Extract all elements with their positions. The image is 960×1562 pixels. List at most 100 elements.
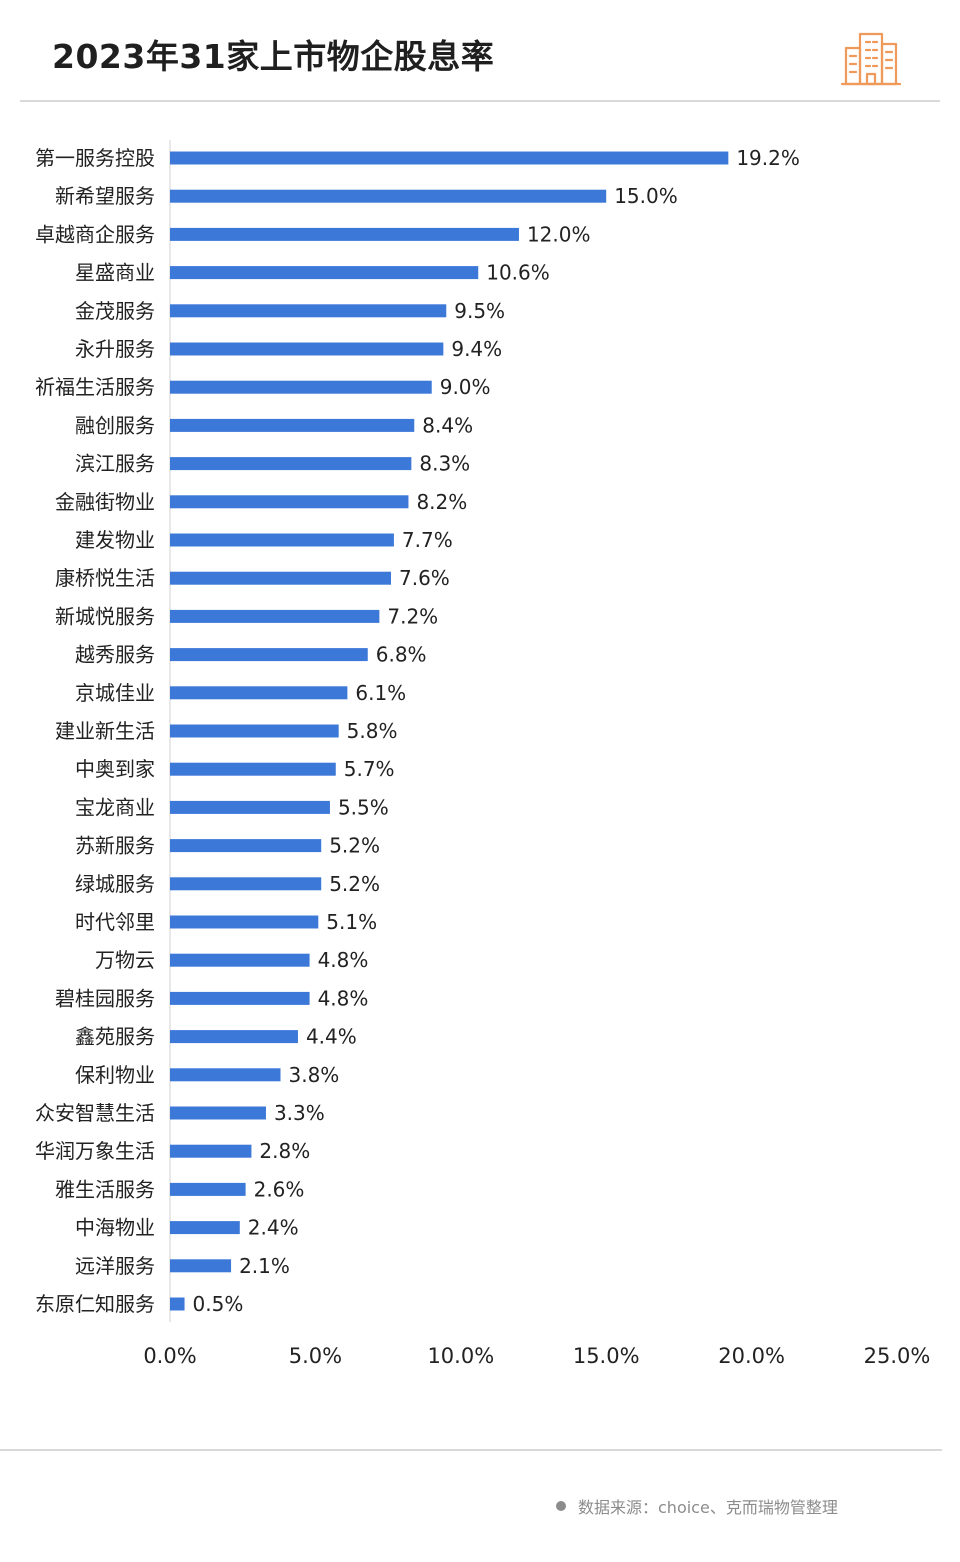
data-label: 6.1%	[355, 681, 406, 705]
bar	[170, 609, 380, 623]
data-label: 6.8%	[376, 643, 427, 667]
category-label: 绿城服务	[75, 872, 155, 896]
bar	[170, 189, 607, 203]
bar	[170, 1297, 185, 1311]
bar	[170, 1144, 252, 1158]
bar	[170, 457, 412, 471]
bar	[170, 686, 348, 700]
bar	[170, 800, 330, 814]
data-label: 2.4%	[248, 1216, 299, 1240]
data-label: 8.3%	[419, 452, 470, 476]
data-label: 10.6%	[486, 261, 550, 285]
bar	[170, 1030, 298, 1044]
data-label: 4.8%	[318, 986, 369, 1010]
category-label: 金融街物业	[55, 490, 155, 514]
bar	[170, 266, 479, 280]
x-tick-label: 25.0%	[864, 1344, 931, 1368]
category-label: 碧桂园服务	[55, 986, 155, 1010]
data-label: 7.2%	[387, 604, 438, 628]
data-label: 2.6%	[254, 1177, 305, 1201]
category-label: 时代邻里	[75, 910, 155, 934]
bar	[170, 418, 415, 432]
data-label: 19.2%	[736, 146, 800, 170]
bar	[170, 877, 322, 891]
category-label: 第一服务控股	[35, 146, 155, 170]
x-tick-label: 0.0%	[143, 1344, 196, 1368]
footer-divider	[0, 1449, 942, 1451]
page-title: 2023年31家上市物企股息率	[52, 37, 495, 76]
bar	[170, 533, 394, 547]
category-label: 滨江服务	[75, 452, 155, 476]
bar	[170, 342, 444, 356]
category-label: 鑫苑服务	[75, 1025, 155, 1049]
data-label: 12.0%	[527, 222, 591, 246]
data-label: 5.8%	[347, 719, 398, 743]
x-tick-label: 10.0%	[427, 1344, 494, 1368]
bar	[170, 724, 339, 738]
bar	[170, 571, 392, 585]
data-label: 8.4%	[422, 413, 473, 437]
bar	[170, 495, 409, 509]
category-label: 越秀服务	[75, 643, 155, 667]
bar	[170, 1221, 240, 1235]
data-source-note: 数据来源：choice、克而瑞物管整理	[556, 1494, 838, 1518]
category-label: 京城佳业	[75, 681, 155, 705]
category-label: 金茂服务	[75, 299, 155, 323]
category-label: 宝龙商业	[75, 795, 155, 819]
bar	[170, 151, 729, 165]
data-label: 5.2%	[329, 834, 380, 858]
bar	[170, 762, 336, 776]
category-label: 保利物业	[75, 1063, 155, 1087]
data-label: 7.6%	[399, 566, 450, 590]
data-label: 5.5%	[338, 795, 389, 819]
data-label: 4.4%	[306, 1025, 357, 1049]
category-label: 建业新生活	[55, 719, 155, 743]
data-label: 5.2%	[329, 872, 380, 896]
category-label: 雅生活服务	[55, 1177, 155, 1201]
category-label: 星盛商业	[75, 261, 155, 285]
bar-chart: 第一服务控股 19.2% 新希望服务 15.0% 卓越商企服务 12.0% 星盛商业 10.6…	[35, 140, 931, 1368]
category-label: 华润万象生活	[35, 1139, 155, 1163]
data-label: 4.8%	[318, 948, 369, 972]
data-label: 9.5%	[454, 299, 505, 323]
category-label: 东原仁知服务	[35, 1292, 155, 1316]
data-label: 8.2%	[416, 490, 467, 514]
category-label: 建发物业	[75, 528, 155, 552]
bar	[170, 953, 310, 967]
category-label: 万物云	[95, 948, 155, 972]
bar	[170, 839, 322, 853]
bar	[170, 1259, 232, 1273]
x-tick-label: 20.0%	[718, 1344, 785, 1368]
category-label: 中奥到家	[75, 757, 155, 781]
bar	[170, 991, 310, 1005]
bar	[170, 227, 519, 241]
data-label: 15.0%	[614, 184, 678, 208]
title-divider	[20, 100, 940, 102]
category-label: 祈福生活服务	[35, 375, 155, 399]
bar	[170, 1068, 281, 1082]
category-label: 融创服务	[75, 413, 155, 437]
category-label: 卓越商企服务	[35, 222, 155, 246]
bar	[170, 380, 432, 394]
x-tick-label: 15.0%	[573, 1344, 640, 1368]
data-label: 5.1%	[326, 910, 377, 934]
bar	[170, 1106, 266, 1120]
category-label: 永升服务	[75, 337, 155, 361]
data-source-text: 数据来源：choice、克而瑞物管整理	[578, 1498, 838, 1517]
data-label: 0.5%	[193, 1292, 244, 1316]
category-label: 康桥悦生活	[55, 566, 155, 590]
category-label: 苏新服务	[75, 834, 155, 858]
category-label: 新城悦服务	[55, 604, 155, 628]
building-logo-icon	[840, 32, 902, 86]
x-tick-label: 5.0%	[289, 1344, 342, 1368]
data-label: 3.8%	[289, 1063, 340, 1087]
data-label: 2.8%	[259, 1139, 310, 1163]
data-label: 9.0%	[440, 375, 491, 399]
data-label: 5.7%	[344, 757, 395, 781]
data-label: 3.3%	[274, 1101, 325, 1125]
bar	[170, 1182, 246, 1196]
data-label: 7.7%	[402, 528, 453, 552]
category-label: 中海物业	[75, 1216, 155, 1240]
category-label: 众安智慧生活	[35, 1101, 155, 1125]
bar	[170, 648, 368, 662]
